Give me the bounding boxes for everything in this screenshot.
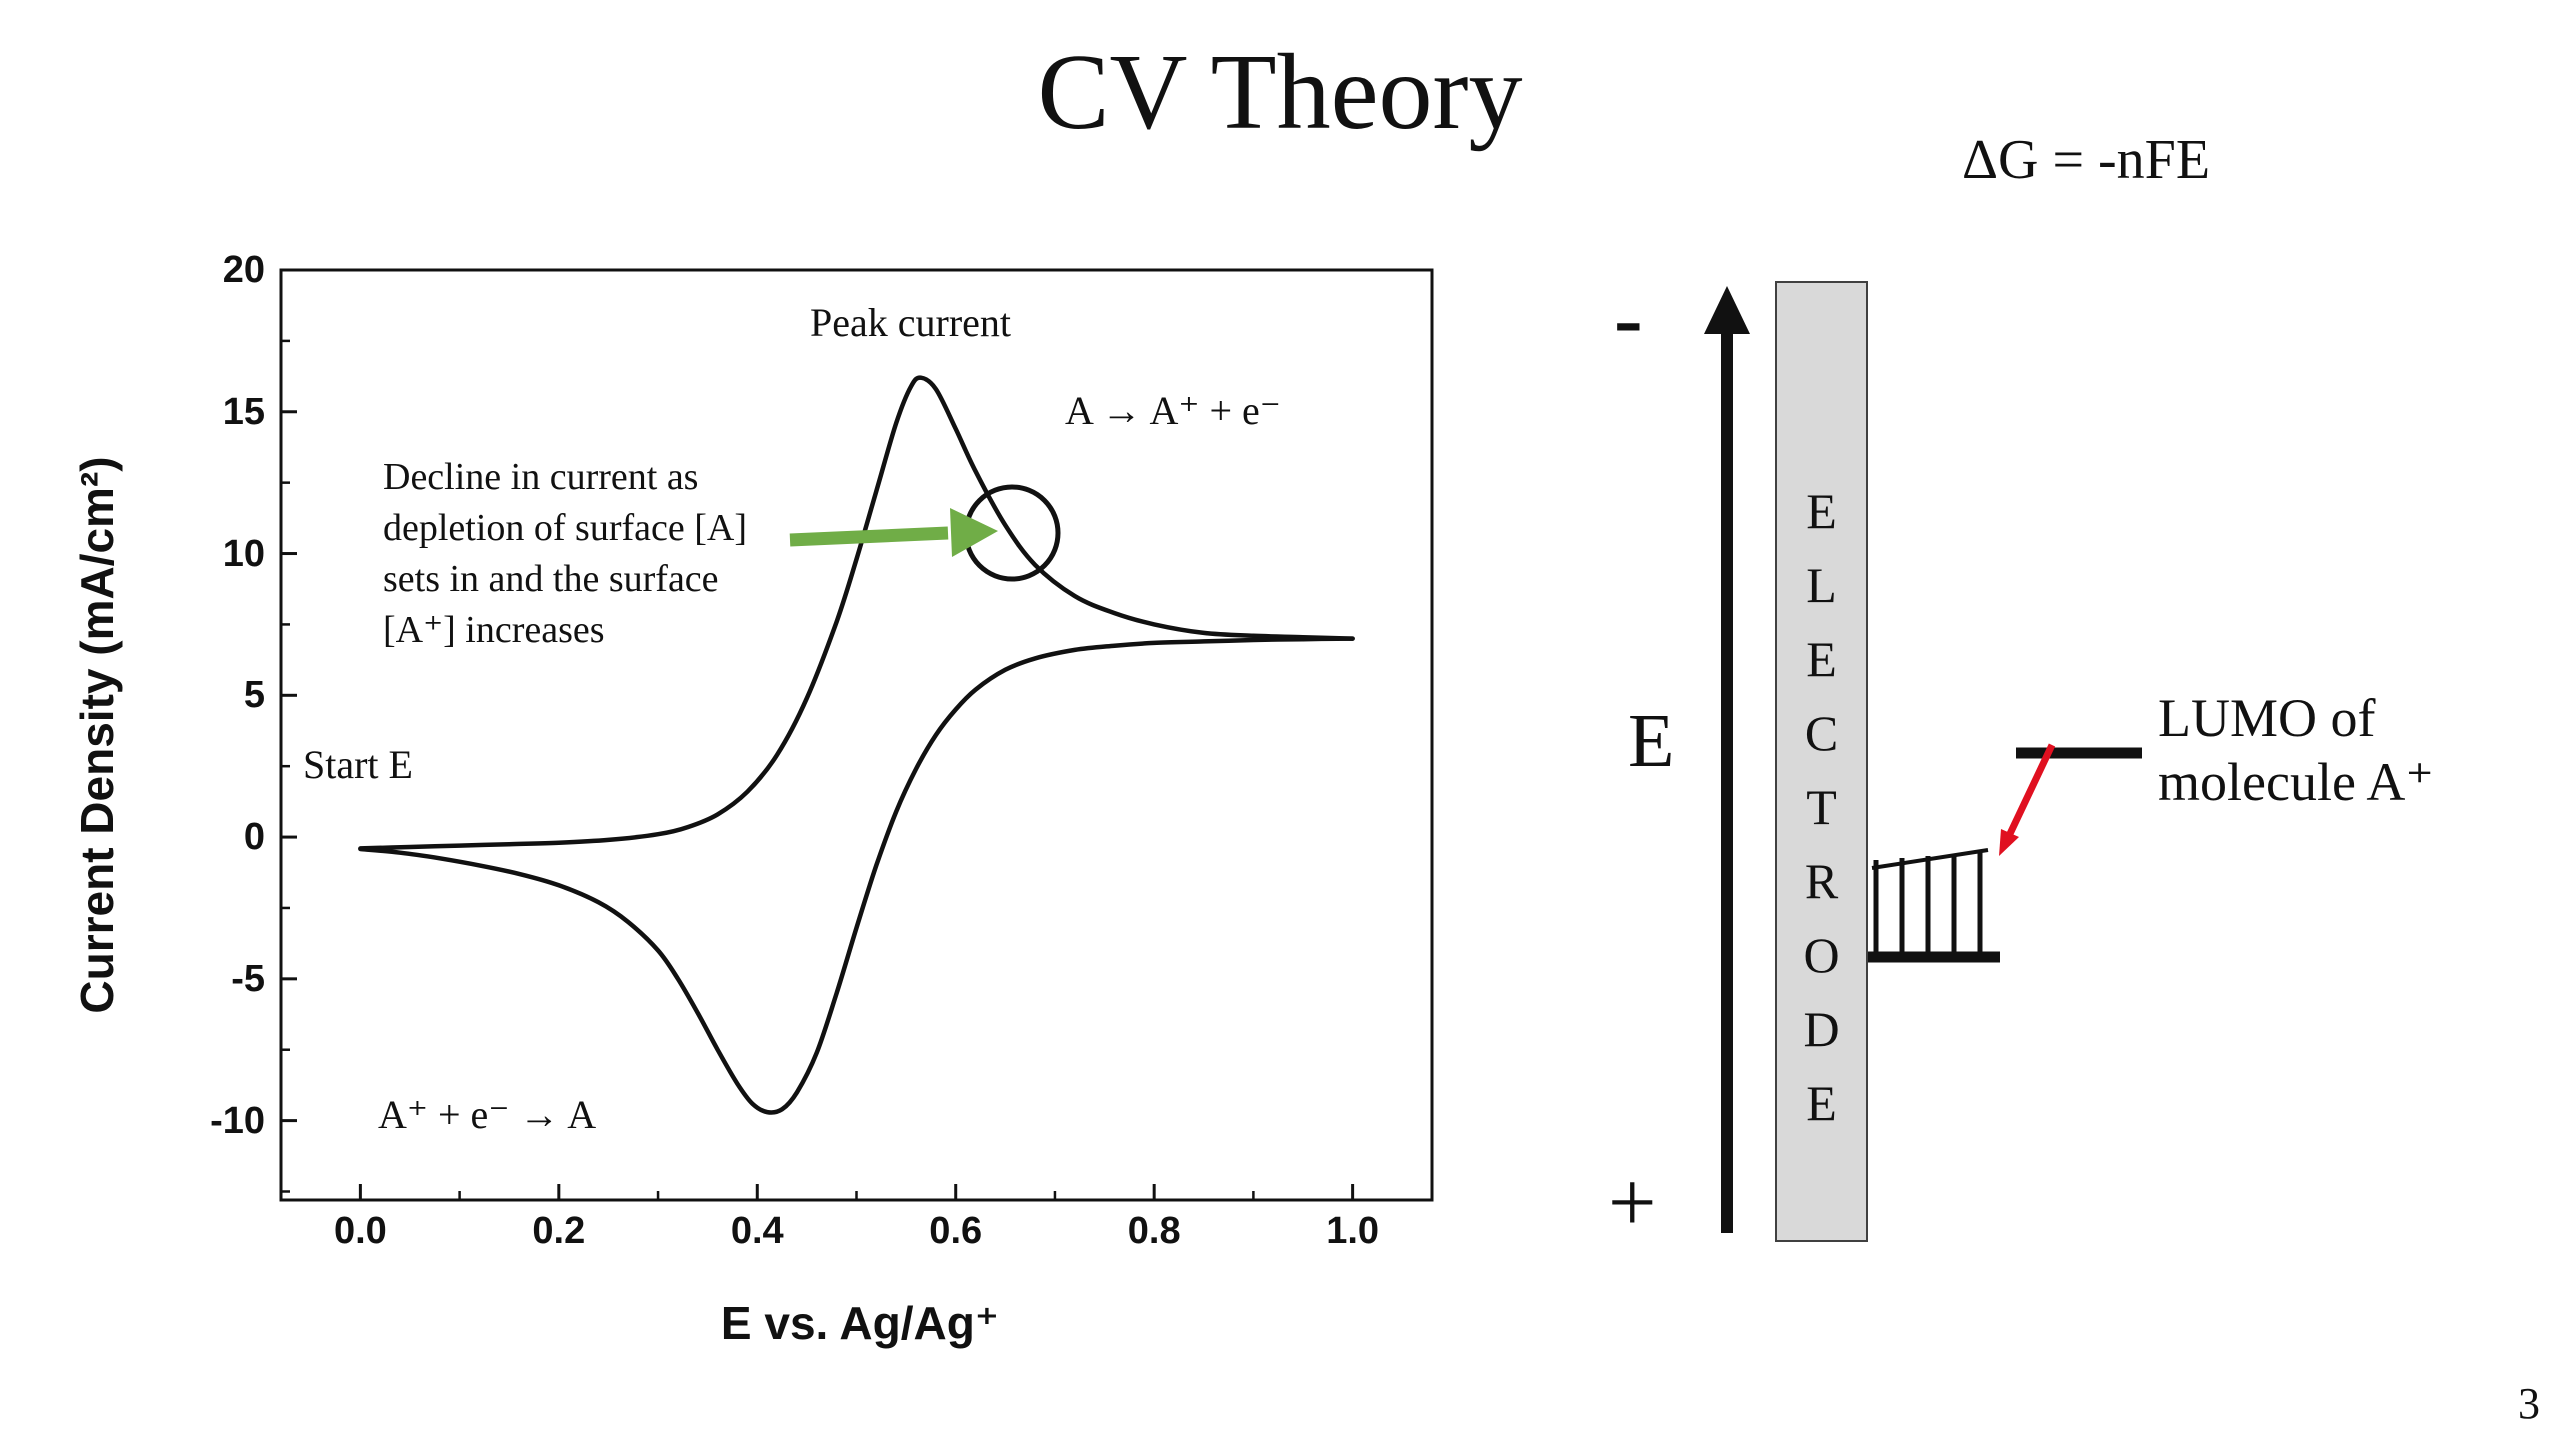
y-tick-label: 20 — [222, 249, 265, 291]
page-title: CV Theory — [1037, 33, 1523, 152]
red-arrow — [1999, 743, 2056, 856]
oxidation-reaction-label: A → A⁺ + e⁻ — [1065, 388, 1281, 433]
electrode-letter: E — [1806, 630, 1837, 687]
y-tick-label: 15 — [222, 390, 265, 433]
electrode-letter: L — [1806, 556, 1837, 613]
y-tick-label: 10 — [222, 532, 265, 575]
axis-ticks — [281, 268, 1355, 1200]
decline-note: Decline in current as depletion of surfa… — [383, 456, 748, 651]
green-arrow — [789, 508, 998, 557]
negative-potential-label: - — [1614, 270, 1643, 366]
y-axis-label: Current Density (mA/cm²) — [71, 456, 123, 1014]
electrode-letter: E — [1806, 482, 1837, 539]
electrode-letter: O — [1803, 926, 1840, 983]
electrode-letter: T — [1806, 778, 1837, 835]
x-tick-label: 0.6 — [929, 1210, 983, 1252]
start-e-label: Start E — [303, 742, 413, 787]
lumo-label: LUMO of molecule A⁺ — [2158, 688, 2434, 812]
curve-forward-anodic-sweep — [358, 375, 1355, 851]
potential-axis-arrow — [1704, 286, 1750, 1233]
x-tick-label: 0.2 — [532, 1210, 586, 1252]
page-number: 3 — [2518, 1379, 2540, 1428]
cv-curves — [358, 375, 1355, 1115]
electrode-letter: D — [1803, 1000, 1840, 1057]
x-tick-label: 0.0 — [333, 1210, 387, 1252]
y-tick-label: 0 — [243, 816, 265, 859]
electrode-filled-states — [1866, 848, 2000, 963]
electrode-letter: C — [1804, 704, 1839, 761]
positive-potential-label: + — [1608, 1154, 1657, 1250]
y-tick-label: -10 — [210, 1099, 265, 1142]
curve-reverse-cathodic-sweep — [358, 636, 1355, 1115]
x-tick-label: 1.0 — [1326, 1210, 1380, 1252]
electrode-letter: E — [1806, 1074, 1837, 1131]
electrode-letter: R — [1804, 852, 1839, 909]
peak-current-label: Peak current — [810, 300, 1012, 345]
x-axis-label: E vs. Ag/Ag⁺ — [720, 1297, 1000, 1349]
gibbs-equation: ΔG = -nFE — [1962, 129, 2211, 191]
x-tick-label: 0.4 — [730, 1210, 784, 1252]
y-tick-label: 5 — [243, 674, 265, 717]
potential-axis-label: E — [1628, 699, 1675, 783]
x-tick-label: 0.8 — [1127, 1210, 1181, 1252]
reduction-reaction-label: A⁺ + e⁻ → A — [378, 1092, 597, 1137]
y-tick-label: -5 — [231, 957, 265, 1000]
